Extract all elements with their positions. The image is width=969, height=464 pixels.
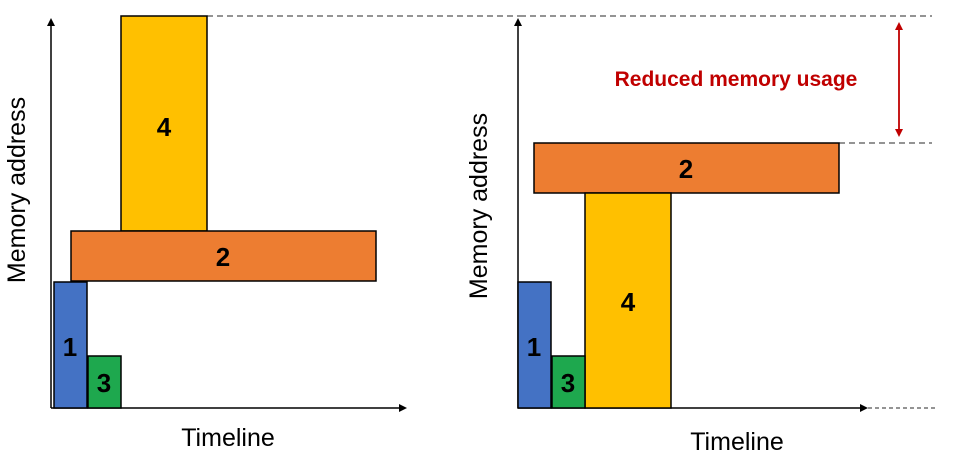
left-block-4 [120,15,208,232]
left-block-2 [70,230,377,282]
right-y-axis-label: Memory address [465,113,493,299]
right-block-4-label: 4 [621,287,636,317]
left-x-axis-label: Timeline [181,424,275,452]
left-block-1 [53,281,88,409]
left-block-2-label: 2 [216,242,230,272]
right-block-3 [551,355,586,409]
left-block-3-label: 3 [97,368,111,398]
right-block-4 [584,192,672,409]
left-block-4-label: 4 [157,112,172,142]
right-panel: 2 4 1 3 Reduced memory usage Memory addr… [465,15,938,456]
right-block-1 [517,281,552,409]
right-block-2-label: 2 [679,154,693,184]
left-block-3 [87,355,122,409]
left-y-axis-label: Memory address [3,97,31,283]
right-x-axis-label: Timeline [690,428,784,456]
reduced-memory-annotation: Reduced memory usage [615,68,858,91]
left-panel: 4 2 1 3 Memory address Timeline [3,15,520,452]
right-block-3-label: 3 [561,368,575,398]
right-block-2 [533,142,840,194]
left-block-1-label: 1 [63,332,77,362]
right-block-1-label: 1 [527,332,541,362]
